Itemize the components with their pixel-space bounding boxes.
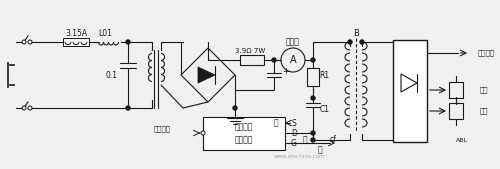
Text: D: D: [291, 128, 297, 138]
Text: www.elecfans.com: www.elecfans.com: [274, 154, 326, 159]
Text: G: G: [291, 139, 297, 148]
Circle shape: [28, 106, 32, 110]
Circle shape: [272, 58, 276, 62]
Text: A: A: [290, 55, 296, 65]
Text: R1: R1: [319, 71, 329, 80]
Text: 红: 红: [302, 136, 308, 144]
Text: S: S: [291, 118, 296, 127]
Text: 加速: 加速: [480, 108, 488, 114]
Bar: [449, 82, 463, 98]
Circle shape: [126, 106, 130, 110]
Text: ABL: ABL: [456, 139, 468, 143]
Circle shape: [28, 40, 32, 44]
Circle shape: [311, 58, 315, 62]
Bar: [240, 55, 264, 65]
Text: 3.9Ω 7W: 3.9Ω 7W: [235, 48, 265, 54]
Text: +: +: [282, 67, 290, 77]
Bar: [307, 68, 319, 86]
Text: 开关电源: 开关电源: [235, 136, 254, 144]
Text: 电压调整: 电压调整: [154, 126, 170, 132]
Text: 电源模块: 电源模块: [235, 123, 254, 131]
Text: 0.1: 0.1: [106, 70, 118, 79]
Circle shape: [201, 131, 205, 135]
Text: 灰: 灰: [318, 146, 322, 154]
Text: B: B: [353, 29, 359, 38]
Text: 黑: 黑: [274, 118, 278, 127]
Circle shape: [22, 40, 26, 44]
Text: 3.15A: 3.15A: [65, 29, 87, 38]
Circle shape: [22, 106, 26, 110]
Circle shape: [311, 131, 315, 135]
Polygon shape: [198, 67, 215, 83]
Circle shape: [311, 96, 315, 100]
Circle shape: [126, 40, 130, 44]
Text: 电流表: 电流表: [286, 38, 300, 46]
Bar: [393, 40, 427, 142]
Text: 阳极高压: 阳极高压: [478, 50, 494, 56]
Text: C1: C1: [320, 105, 330, 115]
Text: cf: cf: [330, 136, 336, 144]
Bar: [63, 38, 89, 46]
Bar: [449, 103, 463, 119]
Bar: [203, 117, 285, 150]
Text: 焦热: 焦热: [480, 87, 488, 93]
Circle shape: [233, 106, 237, 110]
Circle shape: [348, 40, 352, 44]
Text: L01: L01: [98, 29, 112, 38]
Circle shape: [360, 40, 364, 44]
Circle shape: [311, 138, 315, 142]
